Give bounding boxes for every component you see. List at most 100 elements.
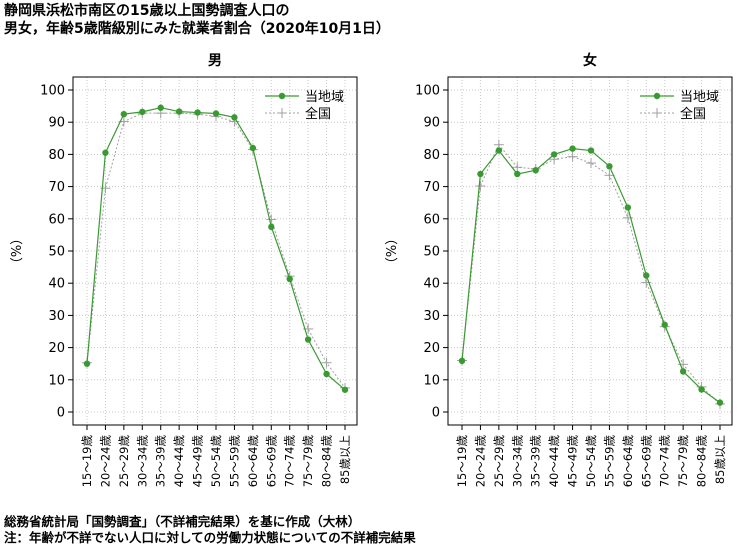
point-local — [477, 170, 484, 178]
x-tick-label: 80～84歳 — [320, 435, 334, 488]
y-tick-label: 30 — [423, 309, 440, 324]
point-local — [698, 386, 705, 393]
panel-female: 女 0 10 20 30 40 50 60 70 80 90 100 （%） 15～19歳 20～24歳 25… — [385, 52, 733, 488]
y-tick-label: 10 — [48, 373, 65, 388]
x-tick-label: 45～49歳 — [191, 435, 205, 488]
point-local — [495, 147, 503, 154]
y-tick-label: 50 — [48, 245, 65, 260]
x-tick-label: 35～39歳 — [529, 435, 543, 488]
x-tick-label: 70～74歳 — [283, 435, 297, 488]
x-tick-label: 30～34歳 — [135, 435, 149, 488]
y-tick-label: 0 — [57, 406, 65, 421]
legend-label-local: 当地域 — [680, 90, 719, 105]
y-tick-label: 90 — [48, 116, 65, 131]
y-tick-label: 10 — [423, 373, 440, 388]
point-local — [83, 360, 91, 367]
legend-marker-local — [653, 92, 661, 100]
point-local — [550, 151, 558, 158]
x-tick-label: 20～24歳 — [473, 435, 487, 488]
x-tick-label: 85歳以上 — [713, 435, 727, 484]
x-tick-label: 60～64歳 — [246, 435, 260, 488]
x-tick-label: 70～74歳 — [658, 435, 672, 488]
x-tick-label: 35～39歳 — [154, 435, 168, 488]
point-local — [679, 368, 687, 375]
x-tick-label: 15～19歳 — [80, 435, 94, 488]
y-tick-label: 70 — [423, 180, 440, 195]
chart-title-line1: 静岡県浜松市南区の15歳以上国勢調査人口の — [4, 3, 290, 19]
point-local — [194, 109, 201, 116]
x-tick-label: 40～44歳 — [172, 435, 186, 488]
point-local — [268, 223, 275, 231]
x-tick-label: 55～59歳 — [227, 435, 241, 488]
point-local — [514, 170, 521, 178]
y-axis-label: （%） — [385, 232, 400, 270]
point-local — [606, 163, 613, 170]
x-tick-label: 20～24歳 — [98, 435, 112, 488]
point-local — [716, 399, 724, 406]
point-local — [139, 108, 146, 116]
point-local — [323, 370, 330, 378]
legend-label-local: 当地域 — [305, 90, 344, 105]
y-tick-label: 90 — [423, 116, 440, 131]
source-note: 総務省統計局「国勢調査」（不詳補完結果）を基に作成（大林） — [4, 514, 361, 529]
y-tick-label: 80 — [423, 148, 440, 163]
panel-title: 女 — [583, 52, 597, 69]
y-tick-label: 20 — [423, 341, 440, 356]
y-tick-label: 40 — [48, 277, 65, 292]
point-local — [304, 336, 312, 343]
y-tick-label: 0 — [432, 406, 440, 421]
point-local — [286, 275, 293, 283]
panel-title: 男 — [208, 53, 222, 69]
x-tick-label: 50～54歳 — [209, 435, 223, 488]
point-local — [120, 110, 128, 118]
point-local — [157, 104, 164, 111]
x-tick-label: 85歳以上 — [338, 435, 352, 484]
point-local — [175, 108, 183, 115]
x-tick-label: 15～19歳 — [455, 435, 469, 488]
series-line-national — [86, 112, 346, 389]
y-tick-label: 80 — [48, 148, 65, 163]
y-tick-label: 20 — [48, 341, 65, 356]
y-tick-label: 60 — [48, 212, 65, 227]
chart-title: 静岡県浜松市南区の15歳以上国勢調査人口の 男女，年齢5歳階級別にみた就業者割合… — [4, 2, 390, 38]
point-local — [624, 204, 632, 211]
x-tick-label: 25～29歳 — [117, 435, 131, 488]
y-tick-label: 70 — [48, 180, 65, 195]
y-tick-label: 50 — [423, 245, 440, 260]
point-local — [341, 386, 349, 393]
y-axis-label: （%） — [10, 232, 25, 270]
point-local — [643, 272, 650, 279]
legend-label-national: 全国 — [305, 106, 331, 122]
x-tick-label: 80～84歳 — [695, 435, 709, 488]
point-local — [231, 114, 238, 121]
point-local — [249, 144, 257, 152]
y-tick-label: 40 — [423, 277, 440, 292]
y-tick-label: 30 — [48, 309, 65, 324]
point-local — [661, 321, 668, 328]
point-local — [587, 147, 595, 154]
point-local — [458, 357, 466, 365]
method-note: 注：年齢が不詳でない人口に対しての労働力状態についての不詳補完結果 — [4, 530, 416, 545]
x-tick-label: 65～69歳 — [264, 435, 278, 488]
point-local — [212, 110, 220, 117]
y-tick-label: 100 — [40, 84, 65, 99]
panel-male: 男 0 10 20 30 40 50 60 70 80 90 100 （%） 15～19歳 20～24歳 25… — [10, 53, 358, 488]
x-tick-label: 25～29歳 — [492, 435, 506, 488]
x-tick-label: 75～79歳 — [676, 435, 690, 488]
x-tick-label: 45～49歳 — [566, 435, 580, 488]
point-local — [102, 149, 109, 156]
x-tick-label: 55～59歳 — [602, 435, 616, 488]
point-local — [569, 145, 576, 152]
x-tick-label: 60～64歳 — [621, 435, 635, 488]
y-tick-label: 60 — [423, 212, 440, 227]
legend-marker-local — [278, 92, 286, 100]
y-tick-label: 100 — [415, 84, 440, 99]
x-tick-label: 40～44歳 — [547, 435, 561, 488]
point-local — [532, 166, 539, 174]
x-tick-label: 50～54歳 — [584, 435, 598, 488]
x-tick-label: 65～69歳 — [639, 435, 653, 488]
x-tick-label: 30～34歳 — [510, 435, 524, 488]
legend-label-national: 全国 — [680, 106, 706, 122]
chart-title-line2: 男女，年齢5歳階級別にみた就業者割合（2020年10月1日） — [4, 21, 390, 37]
